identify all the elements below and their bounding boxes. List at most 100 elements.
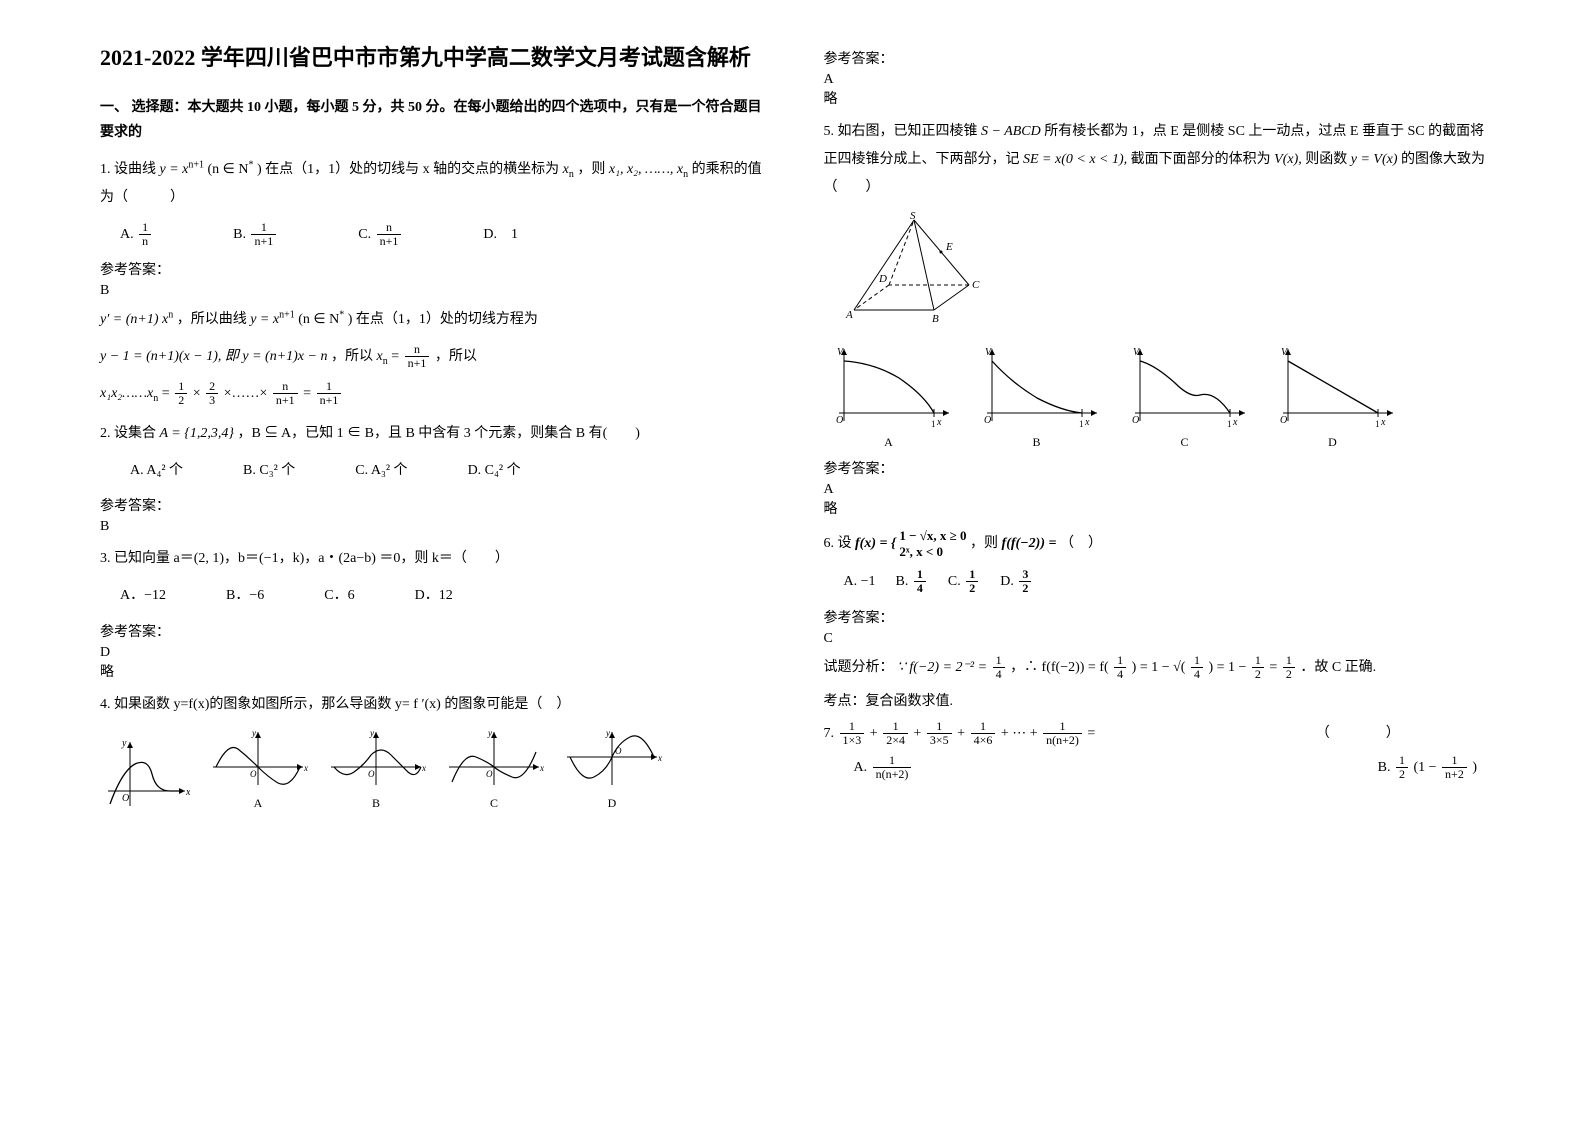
svg-text:y: y bbox=[487, 728, 492, 738]
q6-f5n: 1 bbox=[1283, 654, 1295, 668]
q7-optB-id: n+2 bbox=[1442, 768, 1467, 781]
q4-optB-box: x y O B bbox=[326, 727, 426, 811]
q1-optC-label: C. bbox=[358, 227, 371, 242]
svg-text:O: O bbox=[486, 769, 493, 779]
q4-graph-a: x y O bbox=[208, 727, 308, 789]
pyramid-icon: S A B C D E bbox=[824, 210, 1004, 330]
svg-text:y: y bbox=[369, 728, 374, 738]
q1-optC-num: n bbox=[377, 221, 402, 235]
q1-sol3eq2: = bbox=[303, 386, 314, 401]
q4-optA-box: x y O A bbox=[208, 727, 308, 811]
svg-text:y: y bbox=[121, 738, 127, 749]
q7-optA-den: n(n+2) bbox=[873, 768, 912, 781]
q5-graph-b: O V x 1 bbox=[972, 343, 1102, 428]
q6-answer: C bbox=[824, 631, 1488, 647]
q7-optB-open: (1 − bbox=[1413, 759, 1440, 774]
q1-paren: (n ∈ N bbox=[208, 162, 249, 177]
q2-stem: 2. 设集合 A = {1,2,3,4} ，B ⊆ A，已知 1 ∈ B，且 B… bbox=[100, 420, 764, 448]
svg-text:y: y bbox=[251, 728, 256, 738]
q6-optD-label: D. bbox=[1000, 574, 1014, 589]
svg-text:y: y bbox=[605, 728, 610, 738]
svg-text:1: 1 bbox=[1227, 419, 1232, 428]
q5-graphs: O V x 1 A O V x 1 bbox=[824, 343, 1488, 450]
q1-sol1exp3: * bbox=[339, 310, 344, 321]
svg-text:x: x bbox=[657, 753, 662, 763]
q2-a: 2. 设集合 bbox=[100, 426, 160, 441]
q6-c: （ ） bbox=[1060, 536, 1102, 551]
exam-title: 2021-2022 学年四川省巴中市市第九中学高二数学文月考试题含解析 bbox=[100, 40, 764, 75]
q5-sabcd: S − ABCD bbox=[981, 124, 1041, 139]
q4-optD-box: x y O D bbox=[562, 727, 662, 811]
q6-f2n: 1 bbox=[1114, 654, 1126, 668]
q6-sola: ∵ f(−2) = 2⁻² = bbox=[897, 660, 991, 675]
svg-text:O: O bbox=[1132, 415, 1139, 426]
q7-optB-cn: 1 bbox=[1396, 754, 1408, 768]
q4-labelD: D bbox=[562, 796, 662, 811]
q7-p2: + bbox=[913, 726, 921, 741]
q6-fx: f(x) = { bbox=[855, 536, 896, 551]
q1-sol3f1n: 1 bbox=[175, 380, 187, 394]
q5-a: 5. 如右图，已知正四棱锥 bbox=[824, 124, 982, 139]
q7-t1d: 1×3 bbox=[840, 734, 865, 747]
q1-sol-line2: y − 1 = (n+1)(x − 1), 即 y = (n+1)x − n ，… bbox=[100, 342, 764, 373]
q5-labelA: A bbox=[824, 435, 954, 450]
q2-A: A = {1,2,3,4} bbox=[160, 426, 234, 441]
q1-options: A. 1n B. 1n+1 C. nn+1 D. 1 bbox=[120, 218, 764, 252]
q7-optB-in: 1 bbox=[1442, 754, 1467, 768]
svg-text:x: x bbox=[303, 763, 308, 773]
q4-answer: A bbox=[824, 72, 1488, 88]
q7-p4: + ⋯ + bbox=[1001, 726, 1038, 741]
q1-sol3eq: = bbox=[162, 386, 173, 401]
page-columns: 2021-2022 学年四川省巴中市市第九中学高二数学文月考试题含解析 一、 选… bbox=[100, 40, 1487, 819]
q4-answer-label: 参考答案： bbox=[824, 48, 1488, 68]
q6-sol-label: 试题分析： bbox=[824, 660, 894, 675]
q4-graph-orig: x y O bbox=[100, 736, 190, 811]
q7-t3n: 1 bbox=[927, 720, 952, 734]
q6-soltail: ．故 C 正确. bbox=[1300, 660, 1376, 675]
q5-optB-box: O V x 1 B bbox=[972, 343, 1102, 450]
q1-optA: A. 1n bbox=[120, 218, 153, 252]
q3-optD: D．12 bbox=[415, 579, 453, 613]
q7-optA: A. 1n(n+2) bbox=[854, 754, 914, 781]
q3-optB: B．−6 bbox=[226, 579, 264, 613]
q1-exp2: * bbox=[248, 159, 253, 170]
q1-sol1d: (n ∈ N bbox=[298, 312, 339, 327]
q1-sol2den: n+1 bbox=[405, 357, 430, 370]
q5-d: 则函数 bbox=[1305, 152, 1351, 167]
q4-labelC: C bbox=[444, 796, 544, 811]
q6-optB-num: 1 bbox=[914, 568, 926, 582]
q1-sol3f4n: 1 bbox=[317, 380, 342, 394]
q6-f3n: 1 bbox=[1191, 654, 1203, 668]
q1-sol3sub: n bbox=[153, 393, 158, 404]
q1-sol2xnsub: n bbox=[383, 356, 388, 367]
svg-text:O: O bbox=[836, 415, 843, 426]
svg-text:S: S bbox=[910, 210, 916, 222]
q1-sol3f4d: n+1 bbox=[317, 394, 342, 407]
q7-optB-cd: 2 bbox=[1396, 768, 1408, 781]
q1-sol-line1: y′ = (n+1) xn ，所以曲线 y = xn+1 (n ∈ N* ) 在… bbox=[100, 305, 764, 336]
q7-label: 7. bbox=[824, 726, 838, 741]
q1-xnsub: n bbox=[569, 168, 574, 179]
q1-sol3a: x₁x₂……x bbox=[100, 386, 153, 401]
svg-text:O: O bbox=[615, 746, 622, 756]
q6-f4n: 1 bbox=[1252, 654, 1264, 668]
q6-f3d: 4 bbox=[1191, 668, 1203, 681]
q1-optB-label: B. bbox=[233, 227, 246, 242]
q6-solb: ，∴ f(f(−2)) = f( bbox=[1010, 660, 1109, 675]
svg-text:x: x bbox=[421, 763, 426, 773]
q3-optA: A．−12 bbox=[120, 579, 166, 613]
q4-optC-box: x y O C bbox=[444, 727, 544, 811]
q1-mid: ) 在点（1，1）处的切线与 x 轴的交点的横坐标为 bbox=[257, 162, 563, 177]
q7-t4n: 1 bbox=[971, 720, 996, 734]
svg-text:O: O bbox=[250, 769, 257, 779]
q6-f1d: 4 bbox=[993, 668, 1005, 681]
q5-optC-box: O V x 1 C bbox=[1120, 343, 1250, 450]
q6-optC: C. 12 bbox=[948, 565, 980, 599]
q2-optD: D. C₄² 个 bbox=[468, 454, 521, 488]
q6-a: 6. 设 bbox=[824, 536, 856, 551]
q2-optB: B. C₃² 个 bbox=[243, 454, 295, 488]
q1-then: ，则 bbox=[577, 162, 609, 177]
q7-t1n: 1 bbox=[840, 720, 865, 734]
q4-note: 略 bbox=[824, 88, 1488, 108]
q2-answer: B bbox=[100, 519, 764, 535]
